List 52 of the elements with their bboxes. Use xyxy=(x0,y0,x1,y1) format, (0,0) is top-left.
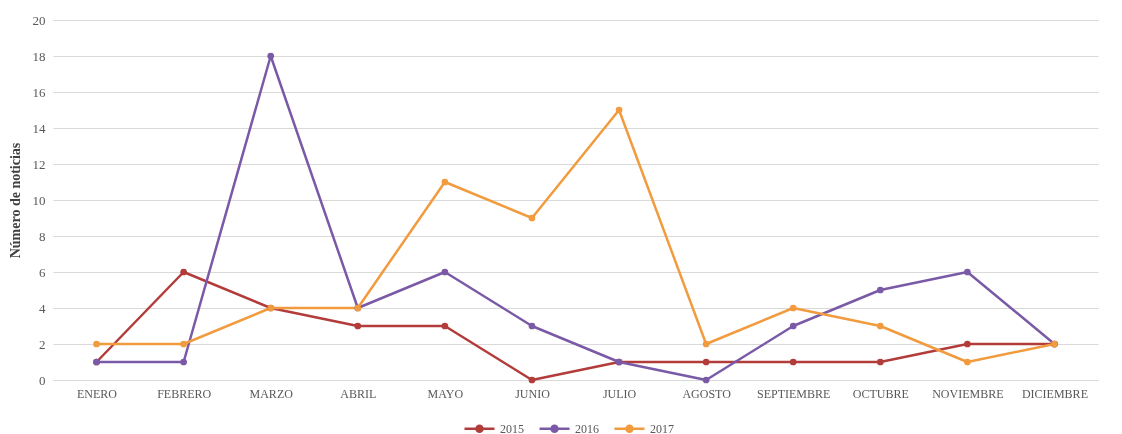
x-tick-label: JULIO xyxy=(602,386,637,401)
point xyxy=(789,322,797,330)
point xyxy=(441,322,449,330)
point xyxy=(702,376,710,384)
point xyxy=(964,340,971,348)
y-tick-label: 20 xyxy=(32,12,46,28)
legend-label: 2017 xyxy=(650,421,674,434)
x-tick-label: MAYO xyxy=(427,386,464,401)
point xyxy=(441,268,449,276)
y-tick-label: 14 xyxy=(32,120,46,136)
y-tick-label: 4 xyxy=(39,300,46,316)
y-axis-title: Número de noticias xyxy=(7,142,23,259)
point xyxy=(876,286,884,294)
point xyxy=(354,322,362,330)
point xyxy=(702,340,710,348)
x-tick-label: OCTUBRE xyxy=(852,386,909,401)
y-tick-label: 8 xyxy=(39,228,46,244)
y-tick-label: 0 xyxy=(39,372,46,388)
point xyxy=(702,358,710,366)
legend-label: 2015 xyxy=(500,421,524,434)
y-tick-label: 10 xyxy=(32,192,46,208)
point xyxy=(876,358,884,366)
point xyxy=(528,322,536,330)
point xyxy=(441,178,449,186)
y-tick-label: 16 xyxy=(32,84,46,100)
point xyxy=(964,268,971,276)
y-tick-label: 12 xyxy=(32,156,46,172)
point xyxy=(267,52,275,60)
y-tick-label: 2 xyxy=(39,336,46,352)
x-tick-label: FEBRERO xyxy=(157,386,212,401)
point xyxy=(180,358,187,366)
x-tick-label: AGOSTO xyxy=(682,386,732,401)
x-tick-label: DICIEMBRE xyxy=(1021,386,1088,401)
point xyxy=(180,340,187,348)
legend-label: 2016 xyxy=(575,421,599,434)
point xyxy=(93,340,100,348)
x-tick-label: JUNIO xyxy=(515,386,551,401)
point xyxy=(789,304,797,312)
point xyxy=(528,214,536,222)
point xyxy=(964,358,971,366)
point xyxy=(789,358,797,366)
x-tick-label: MARZO xyxy=(249,386,294,401)
x-tick-label: SEPTIEMBRE xyxy=(757,386,831,401)
point xyxy=(180,268,187,276)
y-tick-label: 18 xyxy=(32,48,46,64)
point xyxy=(615,106,623,114)
point xyxy=(528,376,536,384)
x-tick-label: NOVIEMBRE xyxy=(932,386,1004,401)
y-tick-label: 6 xyxy=(39,264,46,280)
point xyxy=(876,322,884,330)
x-tick-label: ABRIL xyxy=(340,386,377,401)
x-tick-label: ENERO xyxy=(77,386,118,401)
